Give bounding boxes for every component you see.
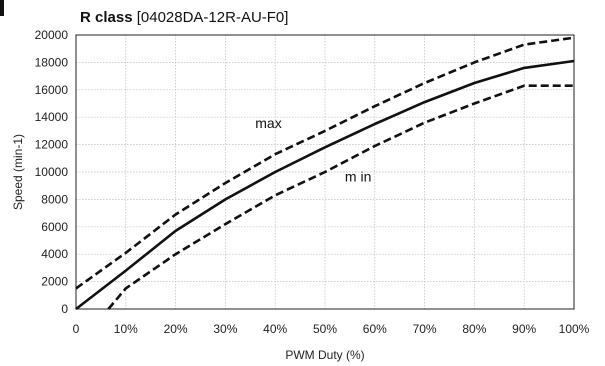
grid-lines	[76, 35, 574, 309]
x-tick-label: 10%	[114, 322, 138, 336]
y-tick-label: 0	[61, 302, 68, 316]
x-tick-label: 90%	[512, 322, 536, 336]
chart-title: R class [04028DA-12R-AU-F0]	[80, 9, 288, 26]
x-axis-title: PWM Duty (%)	[285, 348, 364, 362]
x-tick-label: 20%	[164, 322, 188, 336]
data-series	[75, 36, 575, 311]
x-tick-label: 30%	[213, 322, 237, 336]
x-tick-label: 60%	[363, 322, 387, 336]
y-tick-label: 10000	[35, 165, 69, 179]
annotations: max m in	[255, 115, 371, 184]
x-tick-label: 0	[73, 322, 80, 336]
annotation-label: m in	[345, 169, 371, 185]
x-tick-label: 50%	[313, 322, 337, 336]
y-axis-title: Speed (min-1)	[11, 134, 25, 210]
annotation-label: max	[255, 115, 281, 131]
series-line-3	[107, 84, 574, 310]
chart-title-rest: [04028DA-12R-AU-F0]	[133, 9, 289, 26]
y-tick-label: 20000	[35, 28, 69, 42]
x-tick-label: 70%	[413, 322, 437, 336]
series-line-2	[75, 36, 575, 290]
x-tick-label: 100%	[559, 322, 590, 336]
y-tick-labels: 0 2000 4000 6000 8000 10000 12000 14000 16000 180…	[35, 28, 69, 316]
x-tick-label: 40%	[263, 322, 287, 336]
y-tick-label: 14000	[35, 110, 69, 124]
y-tick-label: 18000	[35, 55, 69, 69]
x-tick-labels: 0 10% 20% 30% 40% 50% 60% 70% 80% 90% 100%	[73, 322, 590, 336]
y-tick-label: 12000	[35, 138, 69, 152]
y-tick-label: 2000	[41, 275, 68, 289]
y-tick-label: 16000	[35, 83, 69, 97]
plot-frame	[75, 34, 575, 310]
y-tick-label: 4000	[41, 247, 68, 261]
page-left-marker	[0, 0, 4, 16]
chart-title-bold: R class	[80, 9, 133, 26]
y-tick-label: 6000	[41, 220, 68, 234]
x-tick-label: 80%	[462, 322, 486, 336]
series-line-1	[75, 59, 575, 311]
y-tick-label: 8000	[41, 192, 68, 206]
